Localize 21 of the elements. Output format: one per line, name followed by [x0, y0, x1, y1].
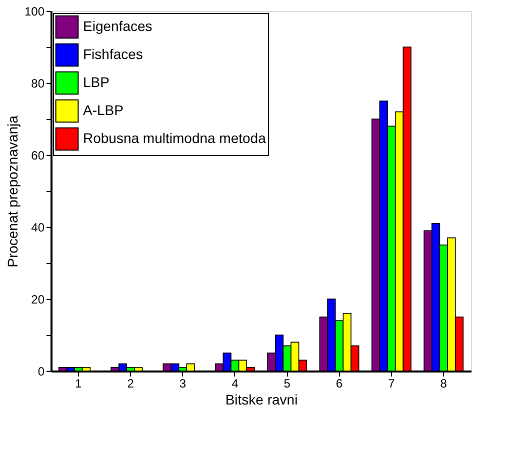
- x-tick-label: 4: [232, 376, 239, 390]
- y-tick-label: 40: [31, 220, 45, 234]
- y-tick-label: 60: [31, 148, 45, 162]
- y-tick-label: 100: [24, 4, 45, 18]
- legend-label: LBP: [83, 74, 110, 90]
- legend-label: Eigenfaces: [83, 18, 152, 34]
- x-tick-label: 5: [284, 376, 291, 390]
- x-tick-label: 3: [179, 376, 186, 390]
- legend-label: A-LBP: [83, 102, 124, 118]
- x-tick-label: 1: [75, 376, 82, 390]
- x-tick-label: 8: [440, 376, 448, 390]
- y-tick-label: 80: [31, 76, 45, 90]
- x-tick-label: 7: [388, 376, 396, 390]
- x-axis-title: Bitske ravni: [225, 392, 298, 408]
- x-tick-label: 6: [336, 376, 343, 390]
- y-axis-title: Procenat prepoznavanja: [4, 115, 20, 268]
- legend-label: Robusna multimodna metoda: [83, 130, 266, 146]
- x-tick-label: 2: [127, 376, 134, 390]
- y-tick-label: 0: [38, 364, 45, 378]
- legend-label: Fishfaces: [83, 46, 143, 62]
- y-tick-label: 20: [31, 292, 45, 306]
